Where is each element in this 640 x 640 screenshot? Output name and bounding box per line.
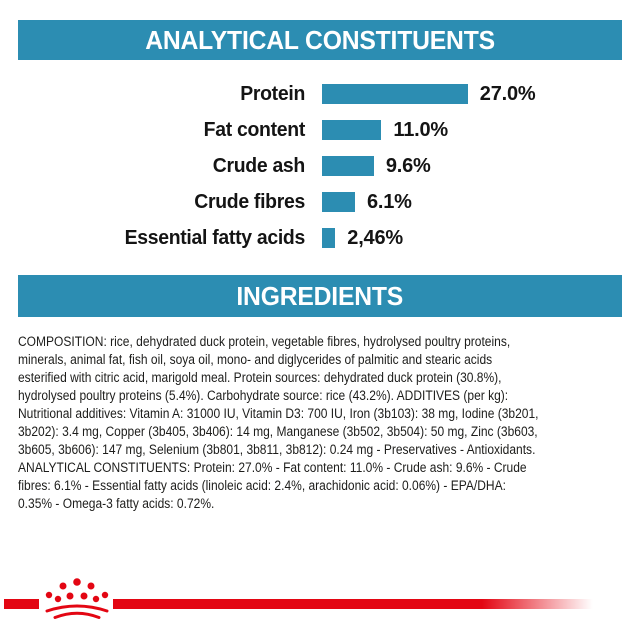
brand-stripe-left (4, 599, 39, 609)
composition-line: hydrolysed poultry proteins (5.4%). Carb… (18, 388, 509, 403)
bar-label: Protein (240, 82, 305, 105)
bar-value: 6.1% (366, 190, 412, 213)
composition-line: COMPOSITION: rice, dehydrated duck prote… (18, 334, 511, 349)
composition-line: esterified with citric acid, marigold me… (18, 370, 502, 385)
bar (322, 192, 355, 212)
chart-row-crude-fibres: Crude fibres 6.1% (18, 184, 628, 220)
bar-value: 2,46% (347, 226, 403, 249)
bar (322, 120, 382, 140)
bar (322, 84, 468, 104)
chart-row-fat-content: Fat content 11.0% (18, 112, 628, 148)
chart-row-crude-ash: Crude ash 9.6% (18, 148, 628, 184)
composition-text: COMPOSITION: rice, dehydrated duck prote… (18, 333, 640, 513)
composition-line: fibres: 6.1% - Essential fatty acids (li… (18, 478, 506, 493)
royal-canin-crown-icon (45, 578, 109, 619)
bar-label: Essential fatty acids (124, 226, 306, 249)
brand-stripe-right (113, 599, 640, 609)
chart-row-essential-fatty-acids: Essential fatty acids 2,46% (18, 220, 628, 256)
bar (322, 156, 374, 176)
analytical-constituents-chart: Protein 27.0% Fat content 11.0% Crude as… (18, 76, 628, 256)
ingredients-banner: INGREDIENTS (18, 275, 622, 317)
composition-line: Nutritional additives: Vitamin A: 31000 … (18, 406, 539, 421)
bar-value: 27.0% (479, 82, 536, 105)
bar-label: Fat content (203, 118, 306, 141)
composition-line: ANALYTICAL CONSTITUENTS: Protein: 27.0% … (18, 460, 527, 475)
analytical-constituents-title: ANALYTICAL CONSTITUENTS (145, 24, 495, 55)
bar-value: 11.0% (393, 118, 448, 141)
composition-line: 0.35% - Omega-3 fatty acids: 0.72%. (18, 496, 215, 511)
composition-line: 3b202): 3.4 mg, Copper (3b405, 3b406): 1… (18, 424, 538, 439)
bar-label: Crude ash (212, 154, 306, 177)
bar (322, 228, 336, 248)
bar-value: 9.6% (385, 154, 431, 177)
analytical-constituents-banner: ANALYTICAL CONSTITUENTS (18, 20, 622, 60)
composition-line: 3b605, 3b606): 147 mg, Selenium (3b801, … (18, 442, 536, 457)
chart-row-protein: Protein 27.0% (18, 76, 628, 112)
composition-line: minerals, animal fat, fish oil, soya oil… (18, 352, 493, 367)
bar-label: Crude fibres (194, 190, 305, 213)
ingredients-title: INGREDIENTS (236, 280, 404, 311)
